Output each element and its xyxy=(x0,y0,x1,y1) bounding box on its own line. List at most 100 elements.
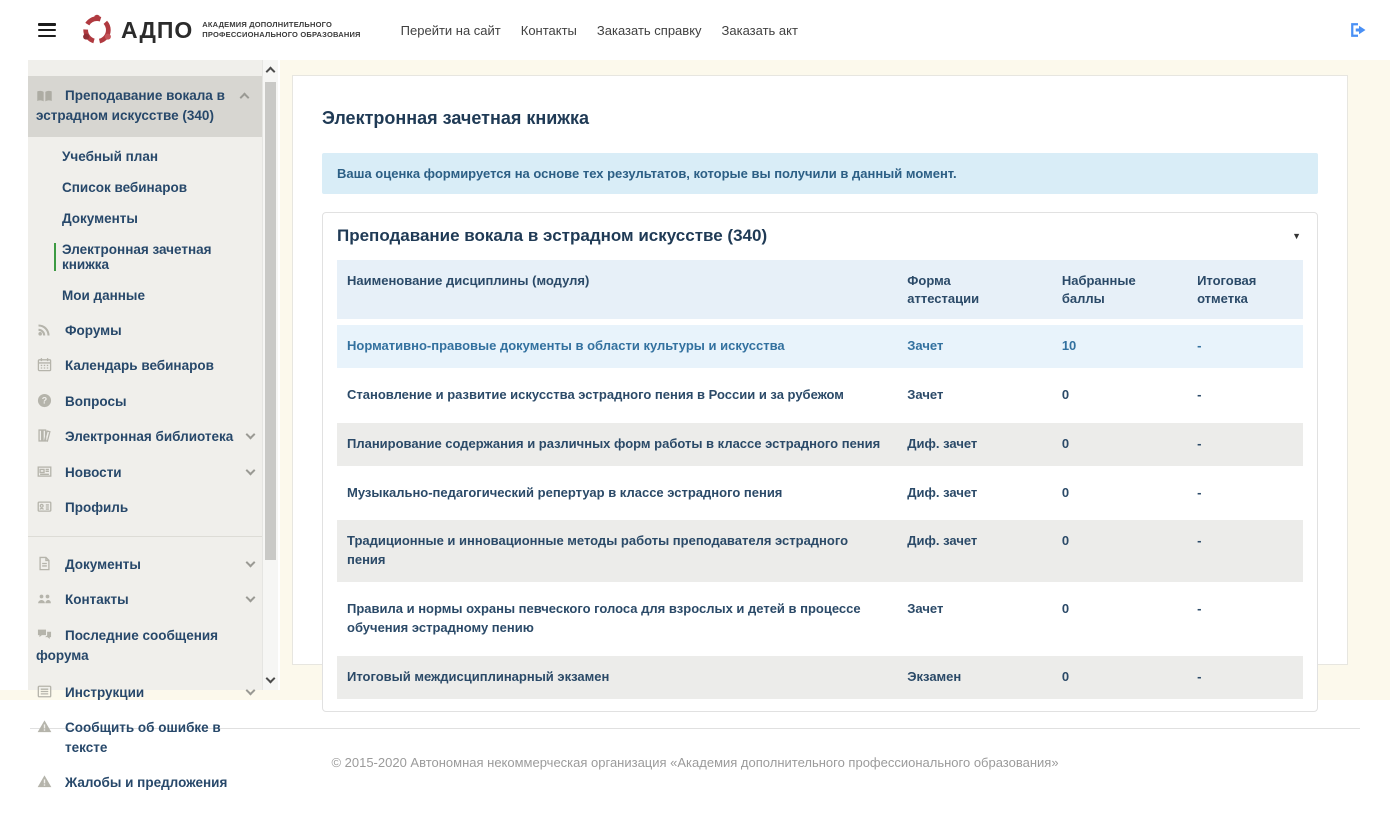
points-value: 0 xyxy=(1061,601,1070,617)
discipline-name: Становление и развитие искусства эстрадн… xyxy=(347,386,844,402)
points-value: 10 xyxy=(1061,338,1077,354)
chevron-up-icon xyxy=(239,92,250,103)
book-open-icon xyxy=(36,88,53,103)
id-card-icon xyxy=(36,499,53,514)
sidebar-item-profile[interactable]: Профиль xyxy=(28,490,262,526)
sidebar-item-contacts[interactable]: Контакты xyxy=(28,582,262,618)
sidebar-item-latest-forum-messages[interactable]: Последние сообщения форума xyxy=(36,627,219,664)
caret-down-icon: ▼ xyxy=(1292,231,1301,241)
sidebar-item-webinar-list[interactable]: Список вебинаров xyxy=(62,179,188,195)
table-row: Становление и развитие искусства эстрадн… xyxy=(337,370,1303,420)
final-mark: - xyxy=(1197,533,1202,549)
sidebar-item-documents[interactable]: Документы xyxy=(28,547,262,583)
users-icon xyxy=(36,591,53,606)
warning-icon xyxy=(36,774,53,789)
attestation-form: Экзамен xyxy=(907,668,962,684)
attestation-form: Диф. зачет xyxy=(907,484,978,500)
list-alt-icon xyxy=(36,684,53,699)
column-points: Набранные баллы xyxy=(1061,273,1136,306)
sidebar-item-questions[interactable]: ? Вопросы xyxy=(28,384,262,420)
attestation-form: Зачет xyxy=(907,338,944,354)
course-panel: Преподавание вокала в эстрадном искусств… xyxy=(322,212,1318,712)
course-sub-list: Учебный план Список вебинаров Документы … xyxy=(28,141,262,311)
sidebar-item-study-plan[interactable]: Учебный план xyxy=(62,148,159,164)
table-row: Итоговый междисциплинарный экзамен Экзам… xyxy=(337,652,1303,699)
attestation-form: Зачет xyxy=(907,601,944,617)
points-value: 0 xyxy=(1061,484,1070,500)
column-final-mark: Итоговая отметка xyxy=(1197,273,1257,306)
table-row: Планирование содержания и различных форм… xyxy=(337,419,1303,469)
final-mark: - xyxy=(1197,386,1202,402)
brand-name: АДПО xyxy=(121,16,194,43)
scroll-up-icon[interactable] xyxy=(265,66,276,77)
sidebar-item-my-data[interactable]: Мои данные xyxy=(62,287,145,303)
sign-out-icon[interactable] xyxy=(1348,20,1368,40)
sidebar-item-elibrary[interactable]: Электронная библиотека xyxy=(28,419,262,455)
table-row: Нормативно-правовые документы в области … xyxy=(337,322,1303,371)
discipline-name[interactable]: Нормативно-правовые документы в области … xyxy=(347,338,785,354)
footer-divider xyxy=(30,728,1360,729)
column-attestation-form: Форма аттестации xyxy=(907,273,980,306)
final-mark: - xyxy=(1197,601,1202,617)
brand-tagline: АКАДЕМИЯ ДОПОЛНИТЕЛЬНОГО ПРОФЕССИОНАЛЬНО… xyxy=(202,19,361,39)
column-discipline: Наименование дисциплины (модуля) xyxy=(347,273,590,288)
attestation-form: Диф. зачет xyxy=(907,533,978,549)
brand[interactable]: АДПО АКАДЕМИЯ ДОПОЛНИТЕЛЬНОГО ПРОФЕССИОН… xyxy=(80,13,361,47)
sidebar-item-complaints[interactable]: Жалобы и предложения xyxy=(28,765,262,801)
adpo-logo-icon xyxy=(80,13,114,47)
sidebar-item-instructions[interactable]: Инструкции xyxy=(28,675,262,711)
chevron-down-icon xyxy=(245,557,256,568)
sidebar: Преподавание вокала в эстрадном искусств… xyxy=(0,60,280,790)
nav-link-order-act[interactable]: Заказать акт xyxy=(721,22,798,38)
course-panel-header[interactable]: Преподавание вокала в эстрадном искусств… xyxy=(323,213,1317,258)
svg-text:?: ? xyxy=(42,395,47,405)
nav-link-order-certificate[interactable]: Заказать справку xyxy=(596,22,702,38)
points-value: 0 xyxy=(1061,386,1070,402)
question-circle-icon: ? xyxy=(36,393,53,408)
copyright-text: © 2015-2020 Автономная некоммерческая ор… xyxy=(331,755,1059,770)
newspaper-icon xyxy=(36,464,53,479)
discipline-name: Итоговый междисциплинарный экзамен xyxy=(347,668,610,684)
sidebar-item-course-documents[interactable]: Документы xyxy=(62,210,138,226)
warning-icon xyxy=(36,719,53,734)
final-mark: - xyxy=(1197,435,1202,451)
app-body: Преподавание вокала в эстрадном искусств… xyxy=(0,60,1390,790)
main-content: Электронная зачетная книжка Ваша оценка … xyxy=(280,60,1390,712)
comments-icon xyxy=(36,627,53,642)
page-title: Электронная зачетная книжка xyxy=(322,108,590,128)
forum-icon xyxy=(36,322,53,337)
final-mark: - xyxy=(1197,338,1202,354)
points-value: 0 xyxy=(1061,668,1070,684)
scrollbar-thumb[interactable] xyxy=(265,82,276,560)
nav-link-contacts[interactable]: Контакты xyxy=(520,22,577,38)
points-value: 0 xyxy=(1061,435,1070,451)
discipline-name: Традиционные и инновационные методы рабо… xyxy=(347,533,849,568)
gradebook-card: Электронная зачетная книжка Ваша оценка … xyxy=(292,75,1348,712)
points-value: 0 xyxy=(1061,533,1070,549)
course-panel-title: Преподавание вокала в эстрадном искусств… xyxy=(337,226,768,245)
top-nav: Перейти на сайт Контакты Заказать справк… xyxy=(381,23,798,38)
chevron-down-icon xyxy=(245,592,256,603)
file-text-icon xyxy=(36,556,53,571)
chevron-down-icon xyxy=(245,429,256,440)
library-icon xyxy=(36,428,53,443)
sidebar-item-report-text-error[interactable]: Сообщить об ошибке в тексте xyxy=(28,710,262,765)
info-banner: Ваша оценка формируется на основе тех ре… xyxy=(322,153,1318,194)
attestation-form: Диф. зачет xyxy=(907,435,978,451)
hamburger-icon[interactable] xyxy=(38,23,56,37)
sidebar-divider xyxy=(28,535,262,537)
grades-table: Наименование дисциплины (модуля) Форма а… xyxy=(337,260,1303,699)
nav-link-site[interactable]: Перейти на сайт xyxy=(400,22,501,38)
sidebar-item-webinar-calendar[interactable]: Календарь вебинаров xyxy=(28,348,262,384)
sidebar-item-course[interactable]: Преподавание вокала в эстрадном искусств… xyxy=(28,76,262,137)
table-row: Традиционные и инновационные методы рабо… xyxy=(337,517,1303,586)
top-bar: АДПО АКАДЕМИЯ ДОПОЛНИТЕЛЬНОГО ПРОФЕССИОН… xyxy=(0,0,1390,60)
chevron-down-icon xyxy=(245,465,256,476)
sidebar-scrollbar[interactable] xyxy=(262,60,278,690)
sidebar-item-gradebook[interactable]: Электронная зачетная книжка xyxy=(28,234,262,280)
sidebar-item-forums[interactable]: Форумы xyxy=(28,313,262,349)
sidebar-item-news[interactable]: Новости xyxy=(28,455,262,491)
scroll-down-icon[interactable] xyxy=(265,673,276,684)
chevron-down-icon xyxy=(245,685,256,695)
final-mark: - xyxy=(1197,484,1202,500)
